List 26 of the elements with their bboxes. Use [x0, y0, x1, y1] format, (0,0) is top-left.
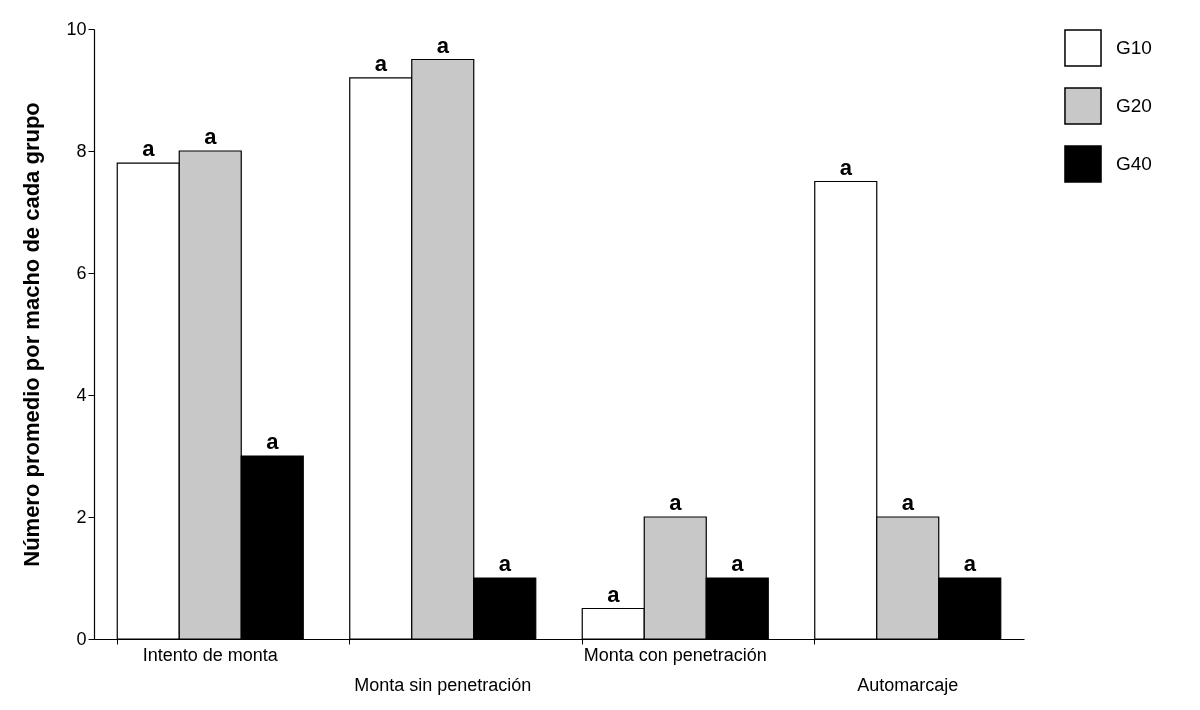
y-tick-label: 6	[76, 262, 87, 283]
x-tick-label: Intento de monta	[142, 644, 279, 665]
x-tick-label: Monta con penetración	[583, 644, 767, 665]
legend-label: G20	[1116, 95, 1152, 116]
data-label: a	[963, 551, 977, 576]
y-tick-label: 2	[76, 506, 87, 527]
data-label: a	[266, 429, 280, 454]
x-tick-label: Monta sin penetración	[354, 674, 532, 695]
y-tick-label: 8	[76, 140, 87, 161]
data-label: a	[607, 581, 621, 607]
y-tick-label: 0	[76, 628, 87, 649]
data-label: a	[901, 490, 915, 515]
legend-label: G10	[1116, 37, 1152, 58]
y-axis-title: Número promedio por macho de cada grupo	[19, 102, 45, 567]
data-label: a	[204, 124, 218, 149]
y-tick-label: 10	[66, 18, 87, 39]
y-tick-label: 4	[76, 384, 87, 405]
legend-label: G40	[1116, 153, 1152, 174]
data-label: a	[839, 154, 853, 180]
data-label: a	[436, 32, 450, 58]
data-label: a	[498, 551, 512, 576]
x-tick-label: Automarcaje	[857, 674, 959, 695]
data-label: a	[669, 490, 683, 515]
data-label: a	[142, 136, 156, 162]
data-label: a	[374, 50, 388, 76]
data-label: a	[731, 551, 745, 576]
